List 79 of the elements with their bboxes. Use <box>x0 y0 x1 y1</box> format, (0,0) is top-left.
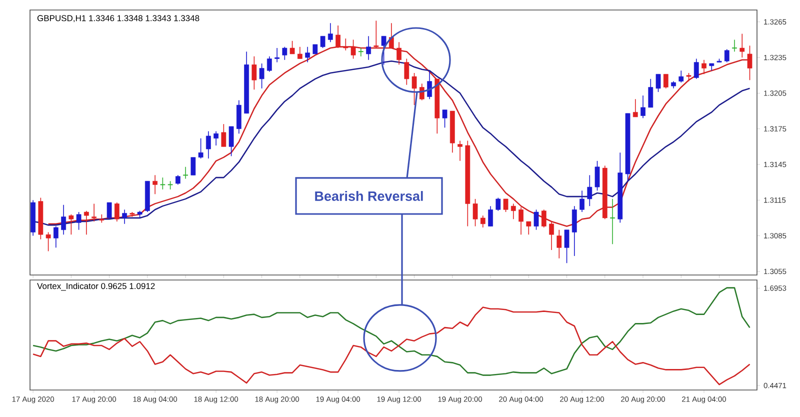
candlestick <box>404 58 410 86</box>
candlestick <box>259 63 264 89</box>
candlestick <box>46 232 51 252</box>
candlestick <box>732 39 738 52</box>
candlestick <box>442 109 448 128</box>
candlestick <box>358 48 364 57</box>
candlestick <box>122 209 127 224</box>
candlestick <box>274 48 280 63</box>
candlestick <box>381 36 386 66</box>
candlestick <box>678 70 684 83</box>
candlestick <box>366 36 371 60</box>
candlestick <box>648 78 654 108</box>
candlestick <box>541 209 546 228</box>
candlestick <box>198 138 204 159</box>
candlestick <box>496 197 501 212</box>
candlestick <box>206 130 211 159</box>
candlestick <box>740 33 745 58</box>
candlestick <box>518 206 524 235</box>
candlestick <box>412 72 417 106</box>
candlestick <box>458 140 462 162</box>
candlestick <box>328 22 333 42</box>
candlestick <box>152 174 158 195</box>
candlestick <box>182 166 188 180</box>
candlestick <box>534 209 539 230</box>
candlestick <box>472 198 478 227</box>
candlestick <box>266 56 272 72</box>
candlestick <box>694 58 699 80</box>
candlestick <box>488 206 493 227</box>
candlestick <box>305 46 310 63</box>
candlestick <box>190 156 196 176</box>
candlestick <box>747 45 752 81</box>
candlestick <box>610 198 616 244</box>
candlestick <box>587 174 592 206</box>
candlestick <box>564 229 570 264</box>
candlestick <box>290 40 295 54</box>
candlestick <box>214 130 218 146</box>
candlestick <box>656 74 661 92</box>
candlestick <box>336 25 340 48</box>
candlestick <box>221 124 226 148</box>
candlestick <box>106 202 112 220</box>
candlestick <box>526 221 532 235</box>
candlestick <box>374 20 379 48</box>
candlestick <box>114 202 120 222</box>
candlestick <box>54 226 58 248</box>
candlestick <box>724 48 730 63</box>
candlestick <box>175 174 180 186</box>
candlestick <box>297 46 302 60</box>
candlestick <box>632 98 638 118</box>
candlestick <box>312 44 318 54</box>
candlestick <box>92 203 96 222</box>
candlestick <box>252 56 257 90</box>
candlestick <box>427 70 432 100</box>
candlestick <box>228 126 234 157</box>
candlestick <box>343 38 348 51</box>
candlestick <box>663 74 668 89</box>
annotation: Bearish Reversal <box>315 191 423 201</box>
candlestick <box>61 204 66 235</box>
candlestick <box>702 60 706 75</box>
candlestick <box>640 95 646 119</box>
candlestick <box>76 212 82 230</box>
candlestick <box>320 36 326 48</box>
candlestick <box>396 42 402 66</box>
candlestick <box>236 100 242 134</box>
candlestick <box>503 198 508 212</box>
candlestick <box>572 206 577 256</box>
candlestick <box>68 214 74 235</box>
candlestick <box>510 203 516 220</box>
text: GBPUSD,H1 1.3346 1.3348 1.3343 1.3348 <box>37 15 200 22</box>
candlestick <box>580 190 584 212</box>
candlestick <box>388 22 394 48</box>
candlestick <box>84 210 89 235</box>
candlestick <box>549 221 554 250</box>
chart-title: Vortex_Indicator 0.9625 1.0912 <box>37 282 155 291</box>
candlestick <box>556 229 562 259</box>
candlestick <box>160 177 166 190</box>
candlestick <box>282 46 288 60</box>
candlestick <box>350 39 356 60</box>
candlestick <box>594 160 600 192</box>
candlestick <box>480 215 486 228</box>
